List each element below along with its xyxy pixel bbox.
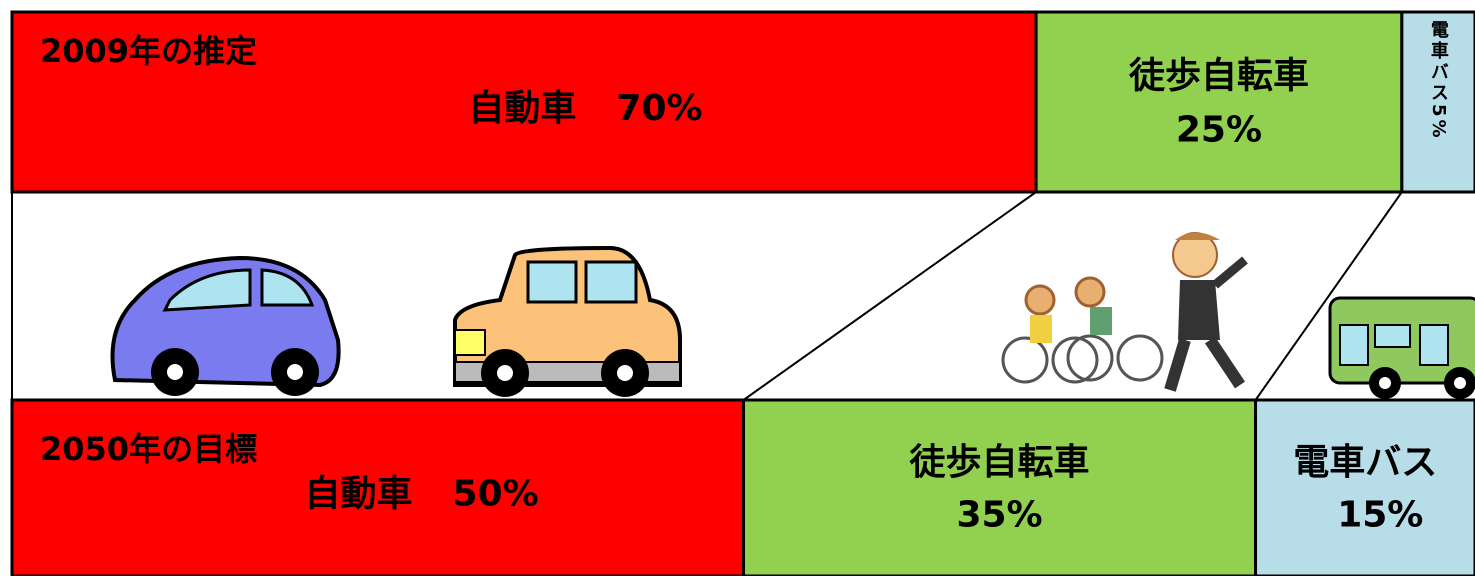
mode-share: 70%	[616, 88, 702, 129]
segment	[1256, 400, 1475, 576]
mode-share: 25%	[1176, 110, 1262, 151]
segment	[1036, 12, 1402, 192]
diagram: 自動車70%徒歩自転車25%電車バス5%2009年の推定自動車50%徒歩自転車3…	[0, 0, 1475, 576]
segment	[744, 400, 1256, 576]
mode-name: 電車バス	[1428, 20, 1449, 104]
mode-share: 15%	[1337, 495, 1423, 536]
mode-name: 自動車	[468, 88, 576, 129]
mode-name: 徒歩自転車	[909, 442, 1090, 483]
mode-name: 自動車	[305, 474, 413, 515]
bus	[1330, 298, 1475, 399]
mode-share: 35%	[956, 495, 1042, 536]
row-title: 2009年の推定	[40, 32, 257, 70]
mode-name: 電車バス	[1293, 442, 1437, 483]
mode-name: 徒歩自転車	[1128, 56, 1309, 97]
mode-share: 5%	[1428, 104, 1449, 141]
row-title: 2050年の目標	[40, 430, 257, 468]
mode-share: 50%	[453, 474, 539, 515]
